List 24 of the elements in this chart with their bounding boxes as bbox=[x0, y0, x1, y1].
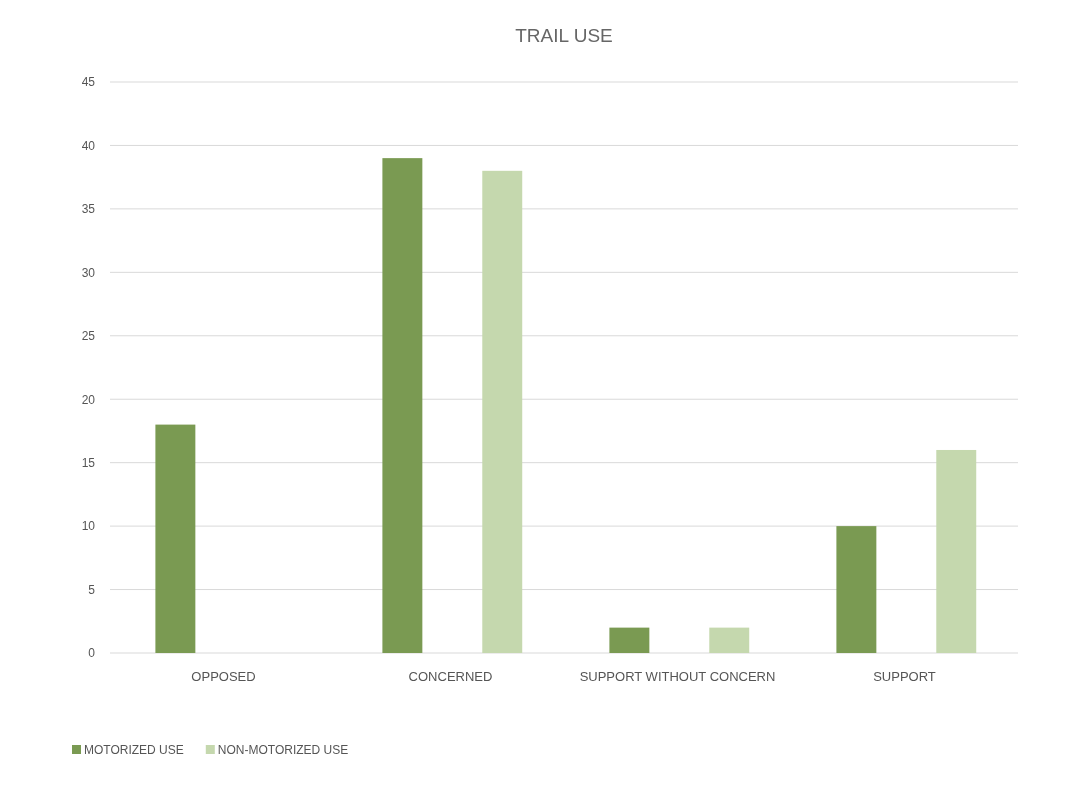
y-tick-label: 0 bbox=[88, 646, 96, 661]
y-tick-label: 10 bbox=[81, 519, 96, 534]
bar bbox=[836, 526, 877, 653]
bar bbox=[382, 158, 423, 653]
y-tick-label: 45 bbox=[81, 75, 96, 90]
y-tick-label: 25 bbox=[81, 329, 96, 344]
bar bbox=[155, 424, 196, 653]
bar bbox=[609, 627, 650, 653]
y-tick-label: 35 bbox=[81, 202, 96, 217]
y-tick-label: 15 bbox=[81, 456, 96, 471]
y-tick-label: 30 bbox=[81, 265, 96, 280]
bar bbox=[936, 449, 977, 653]
x-tick-label: SUPPORT WITHOUT CONCERN bbox=[579, 669, 776, 685]
x-tick-label: SUPPORT bbox=[873, 669, 936, 685]
y-tick-label: 40 bbox=[81, 138, 96, 153]
x-tick-label: CONCERNED bbox=[408, 669, 493, 685]
bar bbox=[709, 627, 750, 653]
x-tick-label: OPPOSED bbox=[191, 669, 256, 685]
y-tick-label: 20 bbox=[81, 392, 96, 407]
bar bbox=[482, 170, 523, 653]
legend-label: MOTORIZED USE bbox=[84, 743, 184, 757]
legend-label: NON-MOTORIZED USE bbox=[217, 743, 349, 757]
chart-title: TRAIL USE bbox=[515, 25, 613, 46]
y-tick-label: 5 bbox=[88, 582, 96, 597]
